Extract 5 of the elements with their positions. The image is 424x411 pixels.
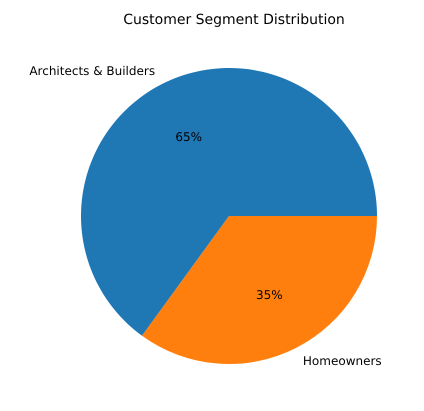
slice-label: Homeowners (302, 354, 382, 368)
data-label: 65% (175, 130, 202, 144)
slice-label: Architects & Builders (29, 64, 156, 78)
chart-title: Customer Segment Distribution (123, 12, 345, 28)
data-label: 35% (256, 288, 283, 302)
